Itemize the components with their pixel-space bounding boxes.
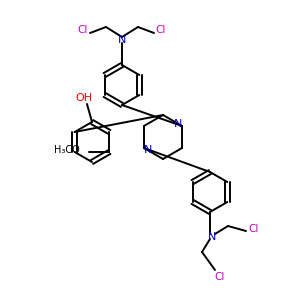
Text: Cl: Cl (249, 224, 259, 234)
Text: Cl: Cl (156, 25, 166, 35)
Text: Cl: Cl (215, 272, 225, 282)
Text: N: N (174, 119, 182, 129)
Text: H₃CO: H₃CO (54, 145, 79, 155)
Text: OH: OH (75, 93, 93, 103)
Text: N: N (118, 35, 126, 45)
Text: N: N (208, 232, 216, 242)
Text: Cl: Cl (78, 25, 88, 35)
Text: N: N (144, 145, 152, 155)
